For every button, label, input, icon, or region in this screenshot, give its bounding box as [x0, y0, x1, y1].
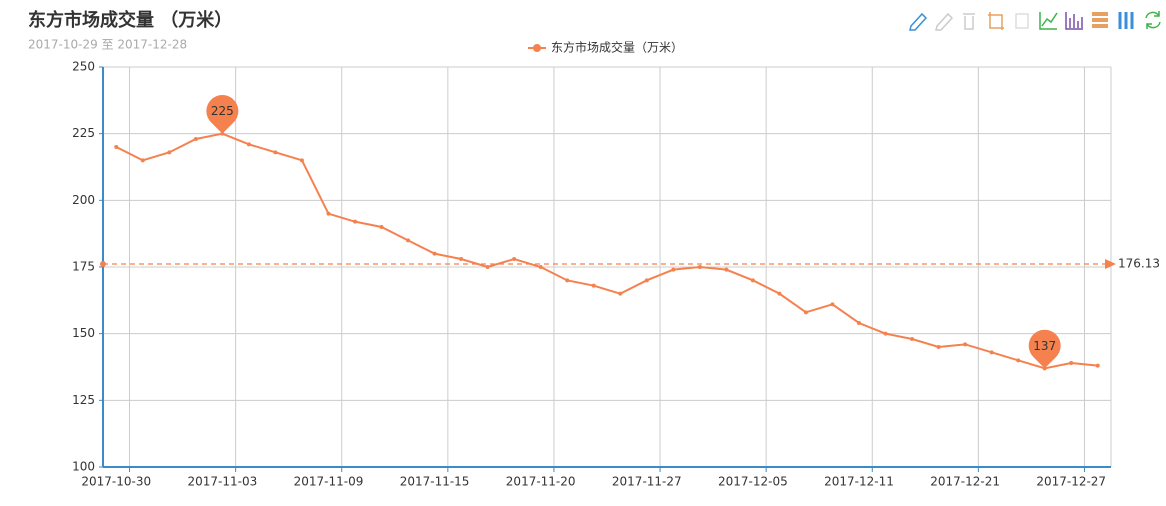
point — [777, 291, 782, 296]
point — [883, 331, 888, 336]
mark-label: 137 — [1033, 339, 1056, 353]
point — [167, 150, 172, 155]
tool-icon[interactable] — [988, 12, 1004, 30]
point — [1069, 361, 1074, 365]
point — [379, 225, 384, 229]
tool-icon[interactable] — [963, 13, 975, 30]
y-tick-label: 125 — [72, 393, 95, 407]
x-tick-label: 2017-11-27 — [612, 475, 682, 489]
point — [830, 302, 835, 307]
point — [459, 257, 464, 261]
x-tick-label: 2017-12-05 — [718, 475, 788, 489]
y-tick-label: 175 — [72, 260, 95, 274]
x-tick-label: 2017-11-20 — [506, 475, 576, 489]
mark-pin — [1028, 329, 1061, 369]
tool-icon[interactable] — [935, 12, 954, 31]
tool-icon[interactable] — [1118, 12, 1134, 29]
point — [512, 257, 517, 261]
point — [114, 145, 119, 149]
tool-icon[interactable] — [1065, 12, 1083, 30]
tool-icon[interactable] — [1015, 13, 1029, 29]
point — [697, 265, 702, 269]
x-tick-label: 2017-12-11 — [824, 475, 894, 489]
x-tick-label: 2017-11-09 — [294, 475, 364, 489]
point — [406, 238, 411, 243]
point — [246, 142, 251, 147]
point — [140, 158, 145, 163]
y-tick-label: 150 — [72, 326, 95, 340]
point — [1095, 363, 1100, 368]
point — [299, 158, 304, 163]
point — [724, 267, 729, 272]
point — [936, 345, 941, 349]
point — [538, 265, 543, 269]
point — [671, 267, 676, 272]
tool-icon[interactable] — [1145, 11, 1161, 29]
point — [857, 321, 861, 325]
x-tick-label: 2017-10-30 — [81, 475, 151, 489]
mark-label: 225 — [211, 104, 234, 118]
y-tick-label: 225 — [72, 126, 95, 140]
x-tick-label: 2017-11-03 — [187, 475, 257, 489]
x-tick-label: 2017-12-27 — [1036, 475, 1106, 489]
point — [803, 310, 808, 315]
point — [432, 251, 437, 256]
point — [963, 342, 968, 347]
chart-subtitle: 2017-10-29 至 2017-12-28 — [28, 38, 187, 52]
tool-icon[interactable] — [1092, 12, 1108, 28]
point — [1016, 358, 1021, 363]
point — [353, 219, 357, 224]
point — [750, 278, 755, 283]
average-arrow — [1105, 258, 1116, 269]
legend-symbol — [533, 44, 541, 52]
tool-icon[interactable] — [909, 12, 928, 31]
x-tick-label: 2017-12-21 — [930, 475, 1000, 489]
point — [910, 337, 915, 341]
y-tick-label: 200 — [72, 193, 95, 207]
average-start — [100, 260, 106, 267]
point — [193, 137, 198, 141]
point — [591, 283, 596, 288]
toolbox[interactable] — [909, 11, 1161, 31]
y-tick-label: 100 — [72, 460, 95, 474]
point — [273, 150, 278, 155]
point — [485, 265, 490, 269]
x-tick-label: 2017-11-15 — [400, 475, 470, 489]
legend-label: 东方市场成交量（万米） — [551, 40, 683, 55]
point — [326, 211, 331, 216]
point — [565, 278, 570, 283]
chart-title: 东方市场成交量 （万米） — [28, 9, 232, 31]
line — [115, 132, 1098, 370]
y-tick-label: 250 — [72, 60, 95, 74]
point — [618, 291, 623, 296]
mark-pin — [206, 95, 239, 134]
point — [644, 278, 649, 283]
point — [989, 350, 994, 355]
average-label: 176.13 — [1118, 256, 1160, 270]
tool-icon[interactable] — [1039, 12, 1058, 30]
